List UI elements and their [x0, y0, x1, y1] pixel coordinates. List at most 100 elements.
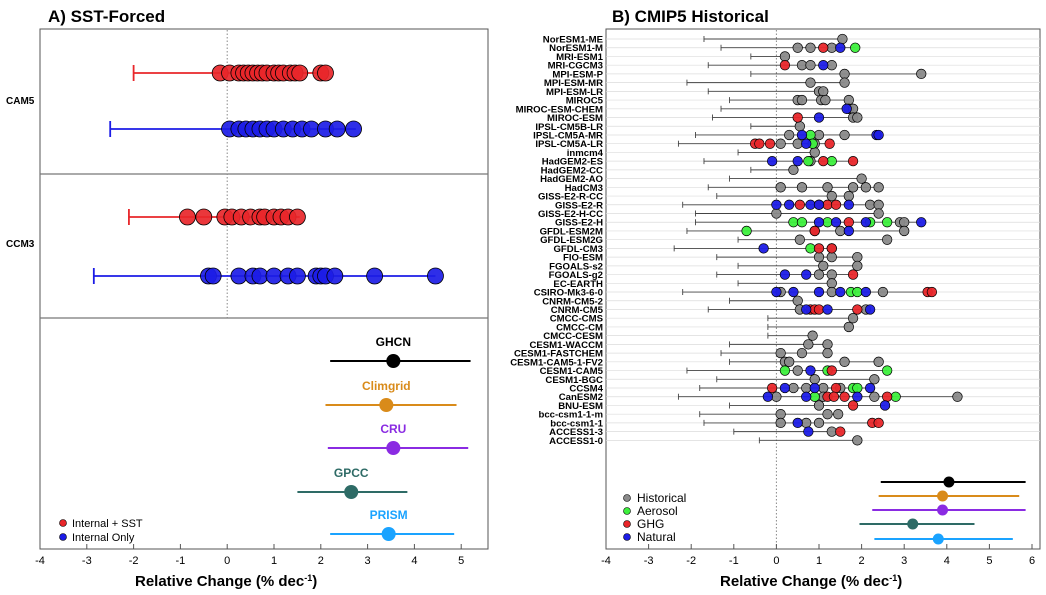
historical-point — [813, 269, 825, 280]
natural-point — [822, 304, 833, 315]
climgrid-point — [937, 490, 949, 502]
ghg-point — [828, 391, 840, 402]
historical-point — [852, 260, 863, 272]
ghg-point — [847, 155, 859, 167]
ghg-point — [843, 217, 854, 228]
natural-point — [873, 129, 884, 141]
model-label-cmcc-cm: CMCC-CM — [556, 322, 603, 333]
natural-point — [771, 286, 782, 298]
model-label-mpi-esm-mr: MPI-ESM-MR — [544, 78, 603, 89]
historical-point — [833, 409, 844, 420]
historical-point — [792, 295, 803, 306]
historical-point — [839, 129, 850, 141]
x-tick-label: 6 — [1029, 555, 1035, 567]
historical-point — [818, 260, 829, 272]
historical-point — [792, 42, 803, 53]
model-label-ipsl-cm5b-lr: IPSL-CM5B-LR — [535, 122, 603, 133]
x-tick-label: 2 — [859, 555, 865, 567]
historical-point — [784, 356, 795, 367]
x-tick-label: -3 — [82, 555, 92, 567]
x-tick-label: 5 — [986, 555, 992, 567]
model-label-canesm2: CanESM2 — [559, 392, 603, 403]
natural-point — [779, 382, 791, 394]
x-tick-label: -1 — [729, 555, 739, 567]
legend-marker-aerosol — [623, 507, 631, 515]
gpcc-label: GPCC — [334, 466, 369, 480]
ghg-point — [766, 382, 778, 394]
panel-b-marks — [673, 33, 1026, 545]
ccm3-internal-only-point — [427, 267, 444, 285]
ccm3-internal-only-point — [366, 267, 384, 285]
panel-a-xlabel: Relative Change (% dec-1) — [135, 573, 317, 590]
model-label-hadcm3: HadCM3 — [565, 183, 603, 194]
legend-label-natural: Natural — [637, 530, 676, 544]
historical-point — [796, 182, 808, 193]
natural-point — [843, 199, 854, 210]
natural-point — [813, 199, 825, 210]
model-label-cesm1-bgc: CESM1-BGC — [545, 375, 603, 386]
aerosol-point — [822, 217, 833, 228]
natural-point — [792, 155, 803, 167]
historical-point — [847, 182, 859, 193]
model-label-mpi-esm-p: MPI-ESM-P — [552, 69, 603, 80]
natural-point — [762, 391, 774, 402]
model-label-bcc-csm1-1-m: bcc-csm1-1-m — [538, 410, 603, 421]
historical-point — [803, 339, 814, 350]
cru-label: CRU — [380, 422, 406, 436]
panel-a-x-ticks: -4 -3 -2 -1 0 1 2 3 4 5 — [35, 544, 464, 567]
aerosol-point — [805, 129, 816, 141]
historical-point — [839, 356, 850, 367]
natural-point — [801, 391, 812, 402]
gpcc-point — [344, 485, 359, 499]
historical-point — [826, 426, 837, 437]
model-label-bnu-esm: BNU-ESM — [558, 401, 603, 412]
historical-point — [822, 339, 833, 350]
aerosol-point — [805, 243, 816, 254]
historical-point — [856, 173, 867, 184]
cam5-internal-sst-point — [291, 64, 309, 82]
ghg-point — [926, 286, 938, 298]
aerosol-point — [796, 217, 808, 228]
model-label-giss-e2-r-cc: GISS-E2-R-CC — [538, 192, 603, 203]
model-label-gfdl-cm3: GFDL-CM3 — [553, 244, 603, 255]
historical-point — [899, 225, 910, 237]
historical-point — [869, 391, 880, 402]
ccm3-internal-only-point — [251, 267, 269, 285]
historical-point — [771, 208, 782, 219]
historical-point — [794, 234, 805, 245]
natural-point — [805, 365, 816, 376]
ghg-point — [818, 155, 829, 167]
natural-point — [801, 269, 812, 280]
ghg-point — [794, 199, 805, 210]
natural-point — [916, 217, 927, 228]
historical-point — [843, 190, 854, 202]
natural-point — [801, 138, 812, 149]
cam5-internal-sst-point — [317, 64, 334, 82]
legend-label-historical: Historical — [637, 491, 686, 505]
ghg-point — [852, 304, 863, 315]
ghg-point — [835, 426, 846, 437]
historical-point — [869, 374, 880, 385]
historical-point — [788, 382, 799, 394]
model-label-cmcc-cms: CMCC-CMS — [550, 314, 604, 325]
historical-point — [822, 347, 833, 359]
panel-a-xlabel-main: Relative Change (% dec — [135, 573, 304, 590]
natural-point — [835, 286, 846, 298]
ghg-point — [839, 391, 850, 402]
prism-point — [932, 533, 944, 545]
historical-point — [805, 42, 816, 53]
panel-b-xlabel-sup: -1 — [889, 573, 897, 583]
x-tick-label: -4 — [35, 555, 45, 567]
model-label-cnrm-cm5-2: CNRM-CM5-2 — [542, 296, 603, 307]
historical-point — [864, 199, 876, 210]
panel-b-model-labels: NorESM1-MENorESM1-MMRI-ESM1MRI-CGCM3MPI-… — [510, 35, 603, 447]
natural-point — [788, 286, 799, 298]
model-label-ccsm4: CCSM4 — [569, 384, 603, 395]
historical-point — [852, 251, 863, 263]
model-label-access1-3: ACCESS1-3 — [549, 427, 603, 438]
cru-point — [386, 441, 401, 455]
model-label-noresm1-m: NorESM1-M — [549, 43, 603, 54]
ghg-point — [824, 138, 835, 149]
x-tick-label: 5 — [458, 555, 464, 567]
